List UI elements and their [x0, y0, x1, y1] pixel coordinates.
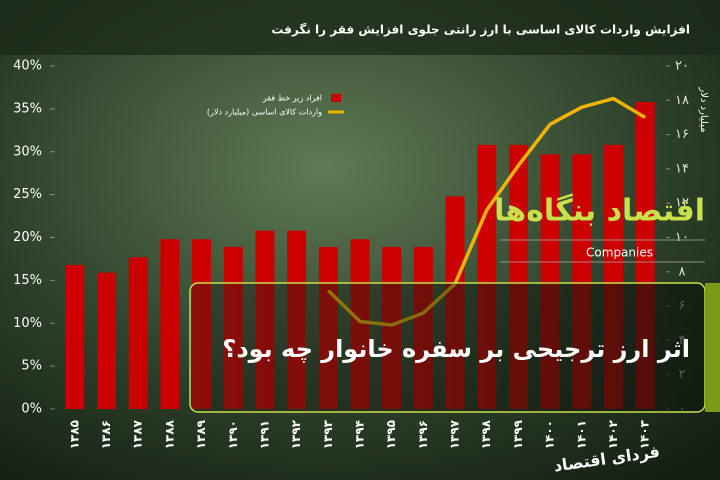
x-tick-label: ۱۳۹۹: [511, 419, 525, 449]
x-tick-label: ۱۴۰۳: [638, 419, 652, 449]
x-tick-label: ۱۴۰۲: [606, 419, 620, 449]
y2-axis-label: میلیارد دلار: [698, 86, 709, 132]
legend-label: واردات کالای اساسی (میلیارد دلار): [207, 108, 322, 117]
x-tick-label: ۱۳۹۵: [384, 420, 398, 449]
x-tick-label: ۱۳۹۶: [416, 420, 430, 449]
x-tick-label: ۱۳۹۴: [353, 420, 367, 449]
legend-label: افراد زیر خط فقر: [262, 94, 322, 103]
y2-tick-label: ۲۰: [675, 59, 689, 74]
x-tick-label: ۱۳۹۰: [226, 420, 240, 449]
x-tick-label: ۱۳۹۸: [479, 419, 493, 449]
x-tick-label: ۱۳۹۲: [289, 419, 303, 449]
y-tick-label: 25%: [13, 187, 42, 202]
y2-tick-label: ۱۲: [675, 196, 689, 211]
title-band: [0, 0, 720, 55]
y-tick-label: 30%: [13, 144, 42, 159]
x-tick-label: ۱۳۸۹: [194, 419, 208, 449]
x-tick-label: ۱۳۹۱: [257, 420, 271, 449]
y2-tick-label: ۱۸: [675, 93, 689, 108]
y-tick-label: 20%: [13, 230, 42, 245]
bar: [160, 239, 180, 409]
y-tick-label: 0%: [21, 402, 42, 417]
x-tick-label: ۱۳۸۸: [162, 419, 176, 449]
y2-tick-label: ۱۶: [675, 127, 689, 142]
x-tick-label: ۱۳۸۶: [99, 420, 113, 449]
legend-swatch: [331, 94, 341, 102]
y-tick-label: 15%: [13, 273, 42, 288]
x-tick-label: ۱۴۰۰: [543, 420, 557, 449]
x-tick-label: ۱۴۰۱: [574, 420, 588, 449]
bar: [65, 264, 85, 409]
x-tick-label: ۱۳۸۷: [131, 419, 145, 449]
y-tick-label: 5%: [21, 359, 42, 374]
y-tick-label: 40%: [13, 59, 42, 74]
x-tick-label: ۱۳۹۳: [321, 419, 335, 449]
brand: اقتصاد بنگاه‌ها: [494, 193, 705, 229]
chart-title: افزایش واردات کالای اساسی با ارز رانتی ج…: [271, 23, 690, 38]
brand-sub: Companies: [586, 246, 653, 260]
y-tick-label: 10%: [13, 316, 42, 331]
y2-tick-label: ۸: [679, 264, 686, 279]
y-tick-label: 35%: [13, 101, 42, 116]
x-tick-label: ۱۳۹۷: [448, 419, 462, 449]
y2-tick-label: ۱۴: [675, 161, 689, 176]
y2-tick-label: ۱۰: [675, 230, 689, 245]
bar: [128, 257, 148, 409]
x-tick-label: ۱۳۸۵: [67, 420, 81, 449]
side-strip: [705, 283, 720, 412]
headline: اثر ارز ترجیحی بر سفره خانوار چه بود؟: [222, 335, 690, 363]
bar: [97, 272, 117, 409]
